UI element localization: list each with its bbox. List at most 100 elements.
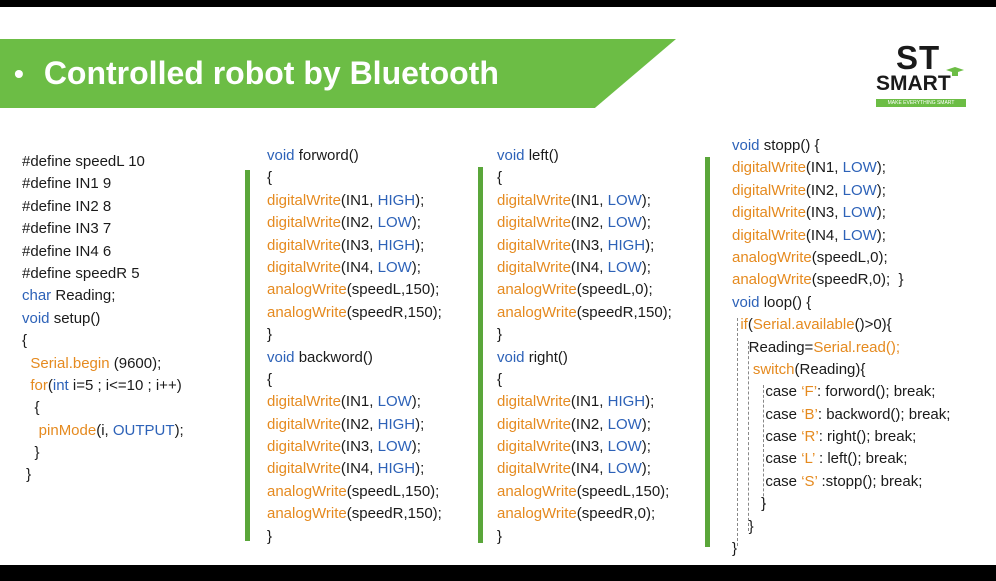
code-line: case ‘F’: forword(); break; <box>732 381 950 403</box>
code-function: Serial.read(); <box>813 338 901 356</box>
code-line: Serial.begin (9600); <box>22 353 184 375</box>
code-text: (IN1, <box>570 191 608 209</box>
code-line: } <box>22 442 184 464</box>
code-text: ); <box>411 258 421 276</box>
code-text: :stopp(); break; <box>817 472 923 490</box>
code-text: ); <box>641 460 651 478</box>
code-text: (speedR,150); <box>576 303 672 321</box>
code-line: digitalWrite(IN1, LOW); <box>732 157 950 179</box>
code-line: analogWrite(speedR,0); } <box>732 269 950 291</box>
code-line: { <box>22 397 184 419</box>
slide: • Controlled robot by Bluetooth ST SMART… <box>0 7 996 565</box>
code-text: ); <box>411 438 421 456</box>
code-function: digitalWrite <box>267 258 341 276</box>
code-text: i=5 ; i<=10 ; i++) <box>68 376 182 394</box>
code-keyword: LOW <box>607 191 642 209</box>
code-line: #define IN3 7 <box>22 218 184 240</box>
code-text: #define IN1 9 <box>22 175 112 193</box>
code-text: (IN3, <box>570 236 608 254</box>
code-keyword: void <box>732 293 760 311</box>
code-line: { <box>267 369 442 391</box>
code-text: ( <box>747 316 753 334</box>
code-keyword: LOW <box>842 204 877 222</box>
code-text: } <box>732 517 754 535</box>
code-line: } <box>22 464 184 486</box>
code-text: ); <box>641 258 651 276</box>
code-text: ); <box>415 236 425 254</box>
code-keyword: HIGH <box>607 393 646 411</box>
code-text: ); <box>645 393 655 411</box>
code-text: } <box>267 527 273 545</box>
code-keyword: LOW <box>607 214 642 232</box>
code-text: ); <box>174 421 184 439</box>
code-line: analogWrite(speedR,0); <box>497 503 672 525</box>
code-keyword: LOW <box>377 393 412 411</box>
code-line: digitalWrite(IN2, LOW); <box>732 180 950 202</box>
code-text: } <box>497 326 503 344</box>
code-line: } <box>732 516 950 538</box>
code-text: (speedR,0); } <box>811 271 904 289</box>
code-text: ); <box>876 159 886 177</box>
code-function: ‘R’ <box>801 428 819 446</box>
code-text: (IN3, <box>340 236 378 254</box>
code-line: if(Serial.available()>0){ <box>732 314 950 336</box>
code-function: ‘L’ <box>801 450 815 468</box>
code-text: #define IN4 6 <box>22 242 112 260</box>
code-keyword: void <box>497 147 525 164</box>
code-text: #define speedR 5 <box>22 264 140 282</box>
code-line: analogWrite(speedR,150); <box>267 503 442 525</box>
code-keyword: void <box>22 309 50 327</box>
code-text: (IN3, <box>570 438 608 456</box>
logo-smart: SMART <box>876 72 951 95</box>
code-function: analogWrite <box>732 248 812 266</box>
code-text: case <box>732 405 802 423</box>
code-text: stopp() { <box>759 137 820 154</box>
code-function: digitalWrite <box>497 393 571 411</box>
code-function: digitalWrite <box>267 460 341 478</box>
code-text: (speedL,0); <box>811 248 888 266</box>
code-text: case <box>732 472 802 490</box>
code-text: (IN1, <box>570 393 608 411</box>
indent-guide <box>748 341 749 531</box>
code-keyword: HIGH <box>377 415 416 433</box>
code-function: digitalWrite <box>267 236 341 254</box>
code-text <box>22 422 39 439</box>
graduation-cap-icon <box>946 67 964 76</box>
code-column-defines-setup: #define speedL 10 #define IN1 9 #define IN… <box>22 151 184 487</box>
code-line: } <box>267 526 442 548</box>
code-function: analogWrite <box>497 303 577 321</box>
code-text <box>732 361 753 378</box>
code-line: analogWrite(speedR,150); <box>267 302 442 324</box>
code-line: } <box>497 324 672 346</box>
code-function: digitalWrite <box>497 460 571 478</box>
code-text: right() <box>524 348 568 366</box>
code-text: { <box>267 169 273 187</box>
code-text: (IN2, <box>340 415 378 433</box>
code-line: case ‘S’ :stopp(); break; <box>732 471 950 493</box>
code-text: (speedL,150); <box>576 482 670 500</box>
column-divider-2 <box>478 167 483 543</box>
code-text: ); <box>876 204 886 222</box>
code-text: (IN2, <box>570 214 608 232</box>
code-text: Reading; <box>51 287 116 305</box>
code-line: digitalWrite(IN3, LOW); <box>732 202 950 224</box>
code-line: Reading=Serial.read(); <box>732 337 950 359</box>
code-line: analogWrite(speedR,150); <box>497 302 672 324</box>
code-line: digitalWrite(IN2, LOW); <box>267 212 442 234</box>
code-line: void setup() <box>22 308 184 330</box>
code-line: char Reading; <box>22 285 184 307</box>
code-line: digitalWrite(IN4, LOW); <box>497 458 672 480</box>
code-text: (speedR,150); <box>346 303 442 321</box>
logo-tagline: MAKE EVERYTHING SMART <box>876 99 966 107</box>
code-text: (IN4, <box>340 258 378 276</box>
code-function: analogWrite <box>497 281 577 299</box>
code-function: analogWrite <box>267 482 347 500</box>
code-text: { <box>497 370 503 388</box>
code-text: ); <box>876 181 886 199</box>
code-function: ‘B’ <box>801 405 818 423</box>
code-text: #define IN2 8 <box>22 197 112 215</box>
code-function: ‘F’ <box>801 383 818 401</box>
code-line: digitalWrite(IN4, LOW); <box>732 225 950 247</box>
code-text: (speedL,150); <box>346 482 440 500</box>
code-keyword: int <box>52 376 69 394</box>
